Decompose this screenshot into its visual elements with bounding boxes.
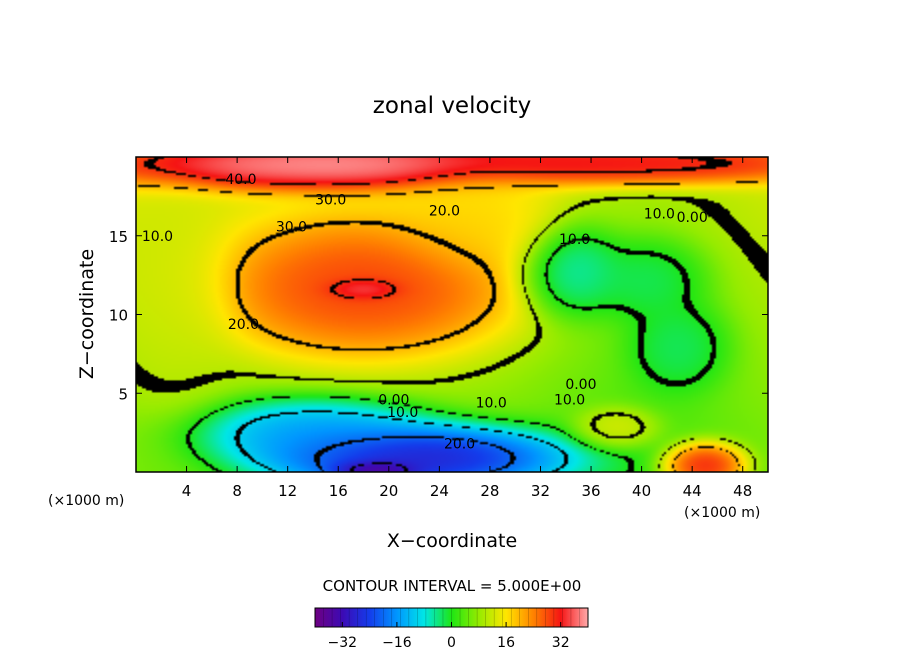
- colorbar-tick-label: 16: [497, 635, 515, 651]
- x-tick-label: 40: [632, 482, 651, 500]
- contour-label: 0.00: [378, 393, 409, 409]
- plot-area: 40.030.030.020.020.010.0 10.010.0 0.000.00…: [135, 156, 769, 473]
- colorbar-tick-label: −16: [382, 635, 412, 651]
- contour-label: 20.0: [429, 204, 460, 220]
- contour-label: 20.0: [444, 437, 475, 453]
- y-tick-label: 5: [118, 385, 128, 403]
- contour-interval-label: CONTOUR INTERVAL = 5.000E+00: [323, 577, 582, 595]
- y-tick-label: 10: [109, 307, 128, 325]
- x-axis-ticks: 4 8 12 16 20 24 28 32 36 40 44 48: [182, 157, 752, 500]
- y-axis-label: Z−coordinate: [76, 249, 98, 379]
- chart-title: zonal velocity: [373, 93, 531, 119]
- contour-label: 10.0: [559, 232, 590, 248]
- contour-label: 30.0: [315, 193, 346, 209]
- contour-label: 10.0: [476, 396, 507, 412]
- x-tick-label: 36: [581, 482, 600, 500]
- contour-label: 10.0: [142, 229, 173, 245]
- contour-label: 0.00: [565, 377, 596, 393]
- contour-label: 10.0: [387, 405, 418, 421]
- x-tick-label: 32: [531, 482, 550, 500]
- contour-labels: 40.030.030.020.020.010.0 10.010.0 0.000.00…: [142, 172, 708, 453]
- x-tick-label: 44: [683, 482, 702, 500]
- colorbar-tick-label: −32: [328, 635, 358, 651]
- contour-label: 30.0: [276, 219, 307, 235]
- colorbar-ticks: −32 −16 0 16 32: [328, 622, 570, 651]
- contour-label: 0.00: [677, 210, 708, 226]
- x-axis-label: X−coordinate: [387, 530, 517, 552]
- x-tick-label: 16: [329, 482, 348, 500]
- colorbar-tick-label: 0: [447, 635, 456, 651]
- x-tick-label: 24: [430, 482, 449, 500]
- x-unit-right: (×1000 m): [684, 505, 760, 521]
- x-tick-label: 8: [232, 482, 242, 500]
- x-tick-label: 28: [480, 482, 499, 500]
- contour-label: 10.0: [554, 393, 585, 409]
- colorbar-band-lines: [323, 608, 580, 627]
- velocity-field-image: [136, 157, 768, 472]
- colorbar: −32 −16 0 16 32: [314, 607, 589, 651]
- colorbar-tick-label: 32: [552, 635, 570, 651]
- x-tick-label: 4: [182, 482, 192, 500]
- contour-label: 10.0: [644, 207, 675, 223]
- x-tick-label: 12: [278, 482, 297, 500]
- y-axis-ticks: 5 10 15: [109, 228, 768, 403]
- y-tick-label: 15: [109, 228, 128, 246]
- contour-label: 40.0: [225, 172, 256, 188]
- x-tick-label: 48: [733, 482, 752, 500]
- x-unit-left: (×1000 m): [48, 493, 124, 509]
- contour-label: 20.0: [228, 317, 259, 333]
- x-tick-label: 20: [379, 482, 398, 500]
